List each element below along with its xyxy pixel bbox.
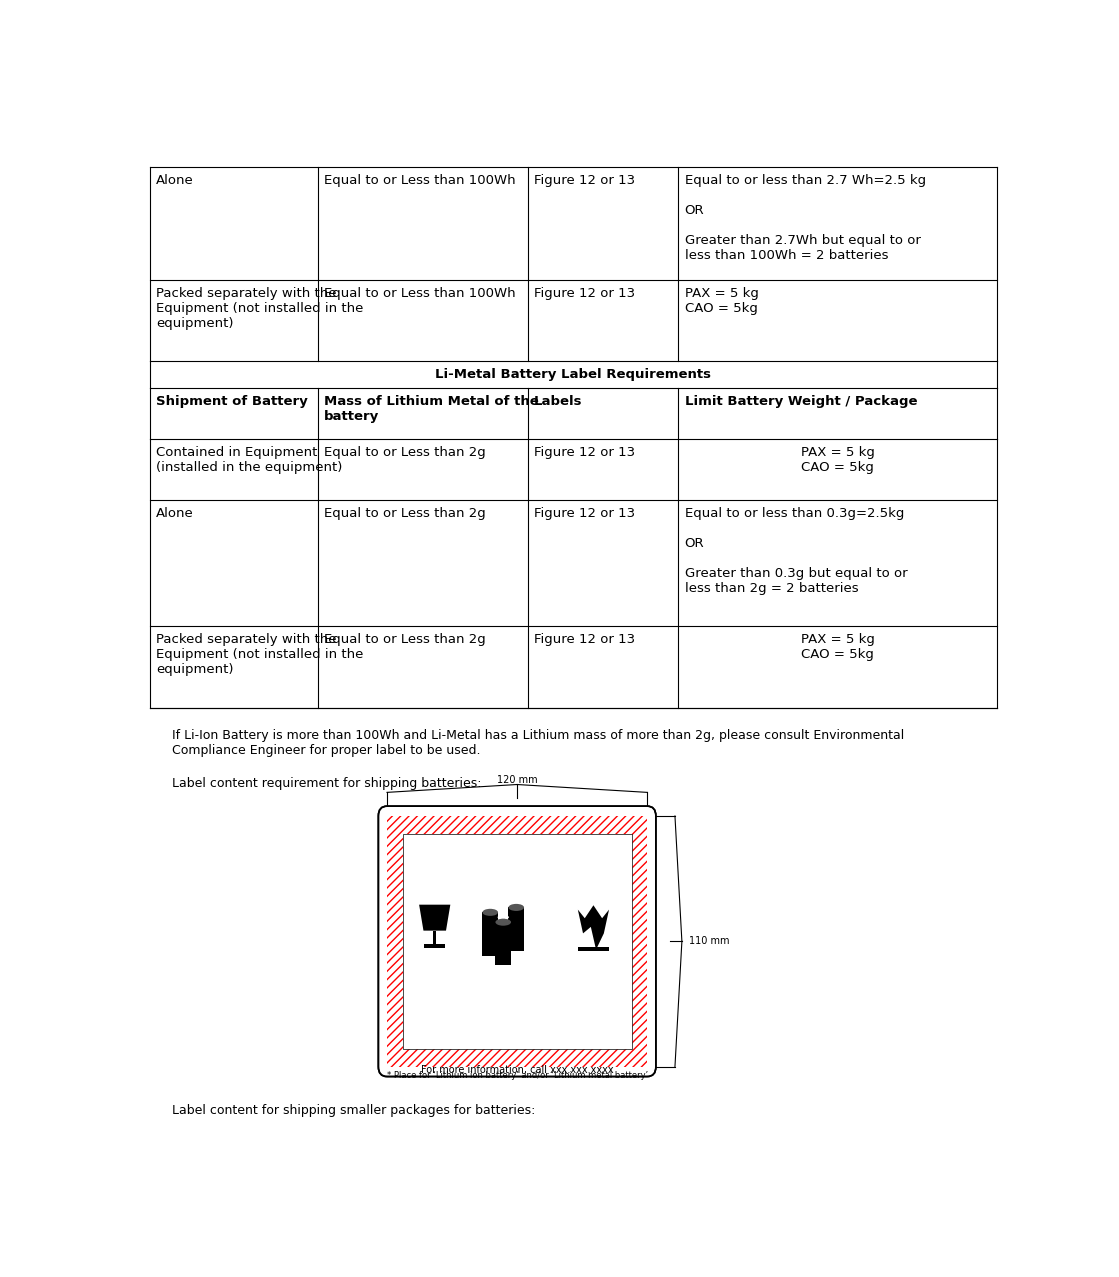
Text: 120 mm: 120 mm [497, 775, 537, 784]
Text: For more information, call xxx.xxx.xxxx: For more information, call xxx.xxx.xxxx [421, 1065, 613, 1075]
Text: Limit Battery Weight / Package: Limit Battery Weight / Package [685, 395, 916, 409]
Bar [387, 816, 403, 1066]
Text: Li-Metal Battery Label Requirements: Li-Metal Battery Label Requirements [435, 368, 712, 381]
Ellipse shape [485, 905, 489, 909]
Bar [403, 834, 631, 1048]
Bar [387, 1048, 647, 1066]
Text: PAX = 5 kg
CAO = 5kg: PAX = 5 kg CAO = 5kg [685, 287, 759, 315]
Ellipse shape [508, 904, 524, 911]
Text: 110 mm: 110 mm [689, 936, 730, 946]
Text: Figure 12 or 13: Figure 12 or 13 [534, 287, 634, 300]
Text: Packed separately with the
Equipment (not installed in the
equipment): Packed separately with the Equipment (no… [157, 287, 364, 329]
Text: Equal to or Less than 2g: Equal to or Less than 2g [323, 446, 486, 460]
Text: Shipment of Battery: Shipment of Battery [157, 395, 308, 409]
Bar [433, 931, 436, 948]
Polygon shape [577, 905, 609, 950]
Text: Equal to or Less than 100Wh: Equal to or Less than 100Wh [323, 174, 516, 186]
Bar [577, 946, 609, 950]
Ellipse shape [505, 916, 509, 918]
Text: Mass of Lithium Metal of the
battery: Mass of Lithium Metal of the battery [323, 395, 538, 423]
Text: Figure 12 or 13: Figure 12 or 13 [534, 446, 634, 460]
Text: Label content requirement for shipping batteries:: Label content requirement for shipping b… [172, 776, 481, 789]
Text: PAX = 5 kg
CAO = 5kg: PAX = 5 kg CAO = 5kg [800, 633, 875, 661]
Text: Equal to or Less than 2g: Equal to or Less than 2g [323, 507, 486, 520]
Text: Figure 12 or 13: Figure 12 or 13 [534, 174, 634, 186]
Ellipse shape [496, 918, 511, 926]
Bar [631, 816, 647, 1066]
Text: Figure 12 or 13: Figure 12 or 13 [534, 633, 634, 646]
Text: *: * [497, 983, 502, 996]
Text: Alone: Alone [157, 174, 194, 186]
Text: Packed separately with the
Equipment (not installed in the
equipment): Packed separately with the Equipment (no… [157, 633, 364, 676]
Text: Figure 12 or 13: Figure 12 or 13 [534, 507, 634, 520]
Ellipse shape [482, 909, 498, 916]
Text: Contained in Equipment
(installed in the equipment): Contained in Equipment (installed in the… [157, 446, 342, 474]
Bar [387, 816, 647, 834]
Text: * Place for ‘Lithium ion battery’ and/or ‘Lithium metal battery’: * Place for ‘Lithium ion battery’ and/or… [387, 1070, 648, 1079]
FancyBboxPatch shape [378, 806, 656, 1077]
Bar [508, 908, 524, 950]
Text: If Li-Ion Battery is more than 100Wh and Li-Metal has a Lithium mass of more tha: If Li-Ion Battery is more than 100Wh and… [172, 729, 904, 757]
Polygon shape [420, 904, 450, 931]
Ellipse shape [498, 916, 502, 918]
Bar [424, 944, 445, 948]
Text: Equal to or Less than 2g: Equal to or Less than 2g [323, 633, 486, 646]
Text: DO NOT LOAD OR TRANSPORT: DO NOT LOAD OR TRANSPORT [433, 1010, 601, 1020]
Text: Labels: Labels [534, 395, 582, 409]
Text: Equal to or less than 0.3g=2.5kg

OR

Greater than 0.3g but equal to or
less tha: Equal to or less than 0.3g=2.5kg OR Grea… [685, 507, 908, 595]
Text: PACKAGE IF DAMAGED: PACKAGE IF DAMAGED [454, 1032, 580, 1042]
Ellipse shape [518, 902, 521, 904]
Text: IF DAMAGED: IF DAMAGED [567, 958, 620, 967]
Text: PAX = 5 kg
CAO = 5kg: PAX = 5 kg CAO = 5kg [800, 446, 875, 474]
Bar [496, 922, 511, 965]
Text: Equal to or Less than 100Wh: Equal to or Less than 100Wh [323, 287, 516, 300]
Ellipse shape [491, 905, 496, 909]
Text: Label content for shipping smaller packages for batteries:: Label content for shipping smaller packa… [172, 1105, 535, 1117]
Text: Alone: Alone [157, 507, 194, 520]
Ellipse shape [510, 902, 515, 904]
Text: Equal to or less than 2.7 Wh=2.5 kg

OR

Greater than 2.7Wh but equal to or
less: Equal to or less than 2.7 Wh=2.5 kg OR G… [685, 174, 925, 262]
Bar [482, 912, 498, 955]
Text: CAUTION!: CAUTION! [466, 845, 568, 865]
